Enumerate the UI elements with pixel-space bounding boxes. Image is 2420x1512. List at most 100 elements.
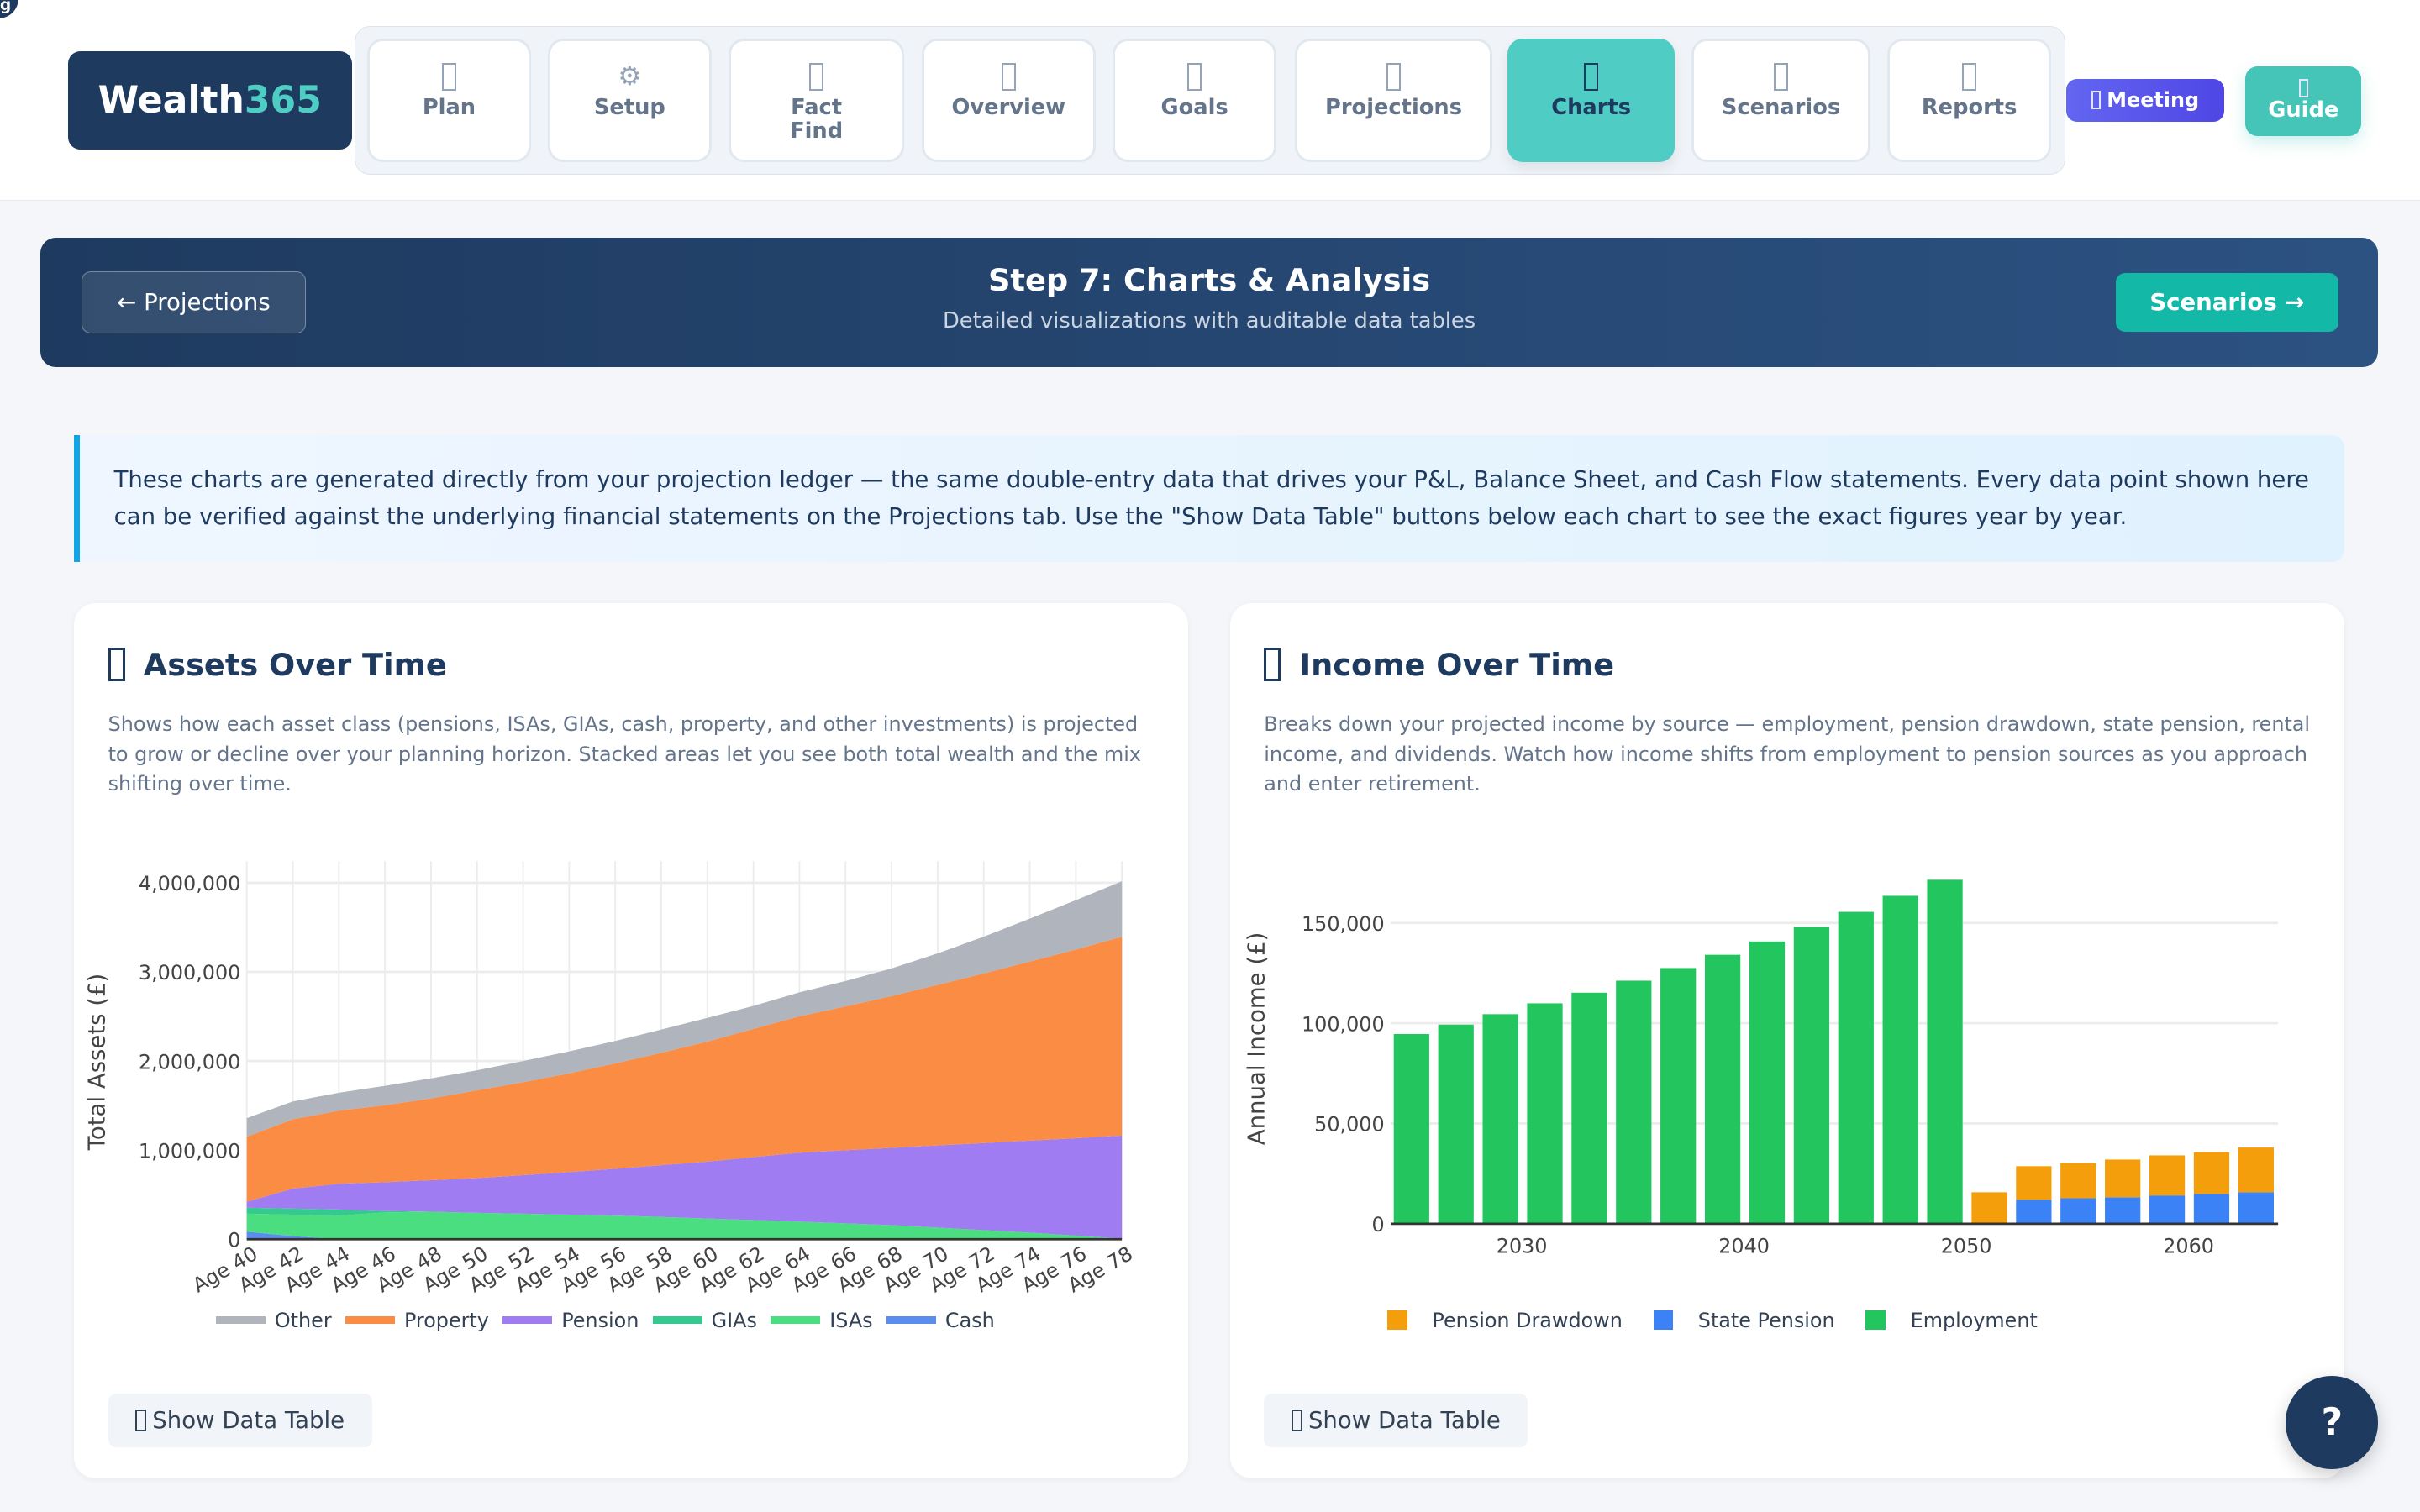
bar-pension-drawdown bbox=[2149, 1155, 2186, 1195]
legend-swatch bbox=[1653, 1310, 1674, 1331]
guide-label: Guide bbox=[2268, 97, 2339, 123]
tab-charts[interactable]: Charts bbox=[1507, 38, 1675, 162]
corner-badge[interactable]: g bbox=[0, 0, 19, 19]
bar-employment bbox=[1704, 954, 1741, 1224]
bar-state-pension bbox=[2060, 1198, 2096, 1224]
bar-pension-drawdown bbox=[2193, 1152, 2229, 1194]
meeting-label: Meeting bbox=[2107, 88, 2200, 113]
info-callout: These charts are generated directly from… bbox=[74, 434, 2344, 562]
legend-label: Pension bbox=[561, 1308, 639, 1332]
y-tick-label: 1,000,000 bbox=[139, 1139, 240, 1163]
y-tick-label: 0 bbox=[228, 1228, 240, 1252]
logo[interactable]: Wealth 365 bbox=[67, 50, 352, 150]
guide-button[interactable]: Guide bbox=[2245, 66, 2362, 136]
step-banner: ← Projections Step 7: Charts & Analysis … bbox=[39, 237, 2379, 368]
bar-state-pension bbox=[2016, 1199, 2052, 1224]
tab-overview[interactable]: Overview bbox=[921, 38, 1097, 162]
bar-pension-drawdown bbox=[1971, 1192, 2007, 1224]
tab-label: Scenarios bbox=[1721, 95, 1841, 120]
y-tick-label: 2,000,000 bbox=[139, 1050, 240, 1074]
card-title-text: Assets Over Time bbox=[143, 646, 447, 683]
bar-employment bbox=[1882, 895, 1918, 1224]
tab-icon bbox=[1002, 62, 1016, 91]
tab-icon bbox=[1962, 62, 1976, 91]
y-tick-label: 150,000 bbox=[1302, 912, 1385, 936]
tab-icon bbox=[1187, 62, 1202, 91]
legend-item[interactable]: Pension Drawdown bbox=[1387, 1309, 1623, 1332]
bar-pension-drawdown bbox=[2016, 1165, 2052, 1200]
legend-label: ISAs bbox=[829, 1308, 873, 1332]
legend-item[interactable]: GIAs bbox=[652, 1308, 757, 1332]
card-title-text: Income Over Time bbox=[1299, 646, 1614, 683]
x-tick-label: 2040 bbox=[1718, 1234, 1770, 1257]
bar-employment bbox=[1927, 879, 1963, 1224]
legend-label: Cash bbox=[944, 1308, 995, 1332]
legend-swatch bbox=[886, 1315, 936, 1325]
assets-legend: Other Property Pension GIAs ISAs Cash bbox=[216, 1309, 1008, 1332]
chart-icon bbox=[108, 647, 125, 682]
legend-item[interactable]: Cash bbox=[886, 1309, 995, 1332]
bar-employment bbox=[1616, 980, 1652, 1224]
tab-label: Charts bbox=[1551, 95, 1632, 120]
gear-icon: ⚙ bbox=[618, 60, 642, 92]
income-chart-card: Income Over Time Breaks down your projec… bbox=[1229, 603, 2344, 1478]
chart-icon bbox=[1264, 647, 1281, 682]
help-button[interactable]: ? bbox=[2286, 1376, 2379, 1469]
legend-item[interactable]: Other bbox=[216, 1309, 332, 1332]
area-gias bbox=[246, 1207, 1123, 1239]
y-tick-label: 100,000 bbox=[1302, 1012, 1385, 1036]
back-projections-button[interactable]: ← Projections bbox=[82, 271, 306, 333]
next-scenarios-button[interactable]: Scenarios → bbox=[2116, 273, 2338, 332]
show-data-table-button[interactable]: Show Data Table bbox=[1264, 1393, 1528, 1447]
card-description: Shows how each asset class (pensions, IS… bbox=[108, 711, 1142, 796]
table-icon bbox=[135, 1409, 146, 1431]
area-property bbox=[246, 936, 1123, 1202]
bar-employment bbox=[1482, 1013, 1518, 1224]
y-tick-label: 0 bbox=[1371, 1213, 1384, 1236]
legend-item[interactable]: ISAs bbox=[771, 1308, 873, 1332]
area-other bbox=[246, 880, 1123, 1137]
tab-label: Fact Find bbox=[790, 95, 844, 144]
bar-pension-drawdown bbox=[2104, 1159, 2141, 1197]
page-title: Step 7: Charts & Analysis bbox=[987, 262, 1431, 299]
bar-state-pension bbox=[2193, 1194, 2229, 1224]
bar-employment bbox=[1393, 1033, 1429, 1224]
bar-employment bbox=[1838, 911, 1874, 1224]
legend-item[interactable]: Employment bbox=[1865, 1308, 2038, 1332]
tab-icon bbox=[1774, 62, 1788, 91]
tab-label: Goals bbox=[1160, 95, 1228, 120]
meeting-icon bbox=[2091, 91, 2101, 110]
legend-item[interactable]: State Pension bbox=[1653, 1308, 1835, 1332]
tab-label: Setup bbox=[593, 95, 666, 120]
income-chart: 0 50,000 100,000 150,000 2030 2040 2050 2060 Ann… bbox=[1243, 879, 2278, 1257]
area-pension bbox=[246, 1135, 1123, 1239]
card-title: Assets Over Time bbox=[108, 647, 447, 683]
legend-label: Employment bbox=[1910, 1308, 2038, 1332]
tab-fact-find[interactable]: Fact Find bbox=[728, 38, 905, 162]
legend-swatch bbox=[652, 1315, 702, 1325]
legend-swatch bbox=[771, 1315, 821, 1325]
show-data-table-button[interactable]: Show Data Table bbox=[108, 1393, 372, 1447]
tab-plan[interactable]: Plan bbox=[367, 38, 531, 162]
tab-goals[interactable]: Goals bbox=[1113, 38, 1276, 162]
legend-swatch bbox=[502, 1315, 553, 1325]
legend-label: Property bbox=[403, 1308, 489, 1332]
legend-label: GIAs bbox=[711, 1308, 757, 1332]
page-subtitle: Detailed visualizations with auditable d… bbox=[942, 308, 1476, 334]
legend-item[interactable]: Property bbox=[345, 1309, 489, 1332]
tab-scenarios[interactable]: Scenarios bbox=[1691, 38, 1871, 162]
tab-setup[interactable]: ⚙ Setup bbox=[548, 38, 712, 162]
tab-label: Projections bbox=[1325, 95, 1463, 120]
assets-chart-card: Assets Over Time Shows how each asset cl… bbox=[74, 603, 1189, 1478]
tab-label: Plan bbox=[422, 95, 476, 120]
tab-icon bbox=[442, 62, 456, 91]
assets-chart: 01,000,0002,000,0003,000,0004,000,000Age… bbox=[84, 860, 1137, 1297]
meeting-button[interactable]: Meeting bbox=[2066, 78, 2224, 123]
legend-label: Other bbox=[274, 1308, 332, 1332]
legend-label: State Pension bbox=[1697, 1308, 1835, 1332]
legend-item[interactable]: Pension bbox=[502, 1309, 639, 1332]
tab-projections[interactable]: Projections bbox=[1294, 38, 1493, 162]
legend-swatch bbox=[216, 1315, 266, 1325]
tab-reports[interactable]: Reports bbox=[1887, 38, 2051, 162]
bar-state-pension bbox=[2238, 1192, 2274, 1224]
